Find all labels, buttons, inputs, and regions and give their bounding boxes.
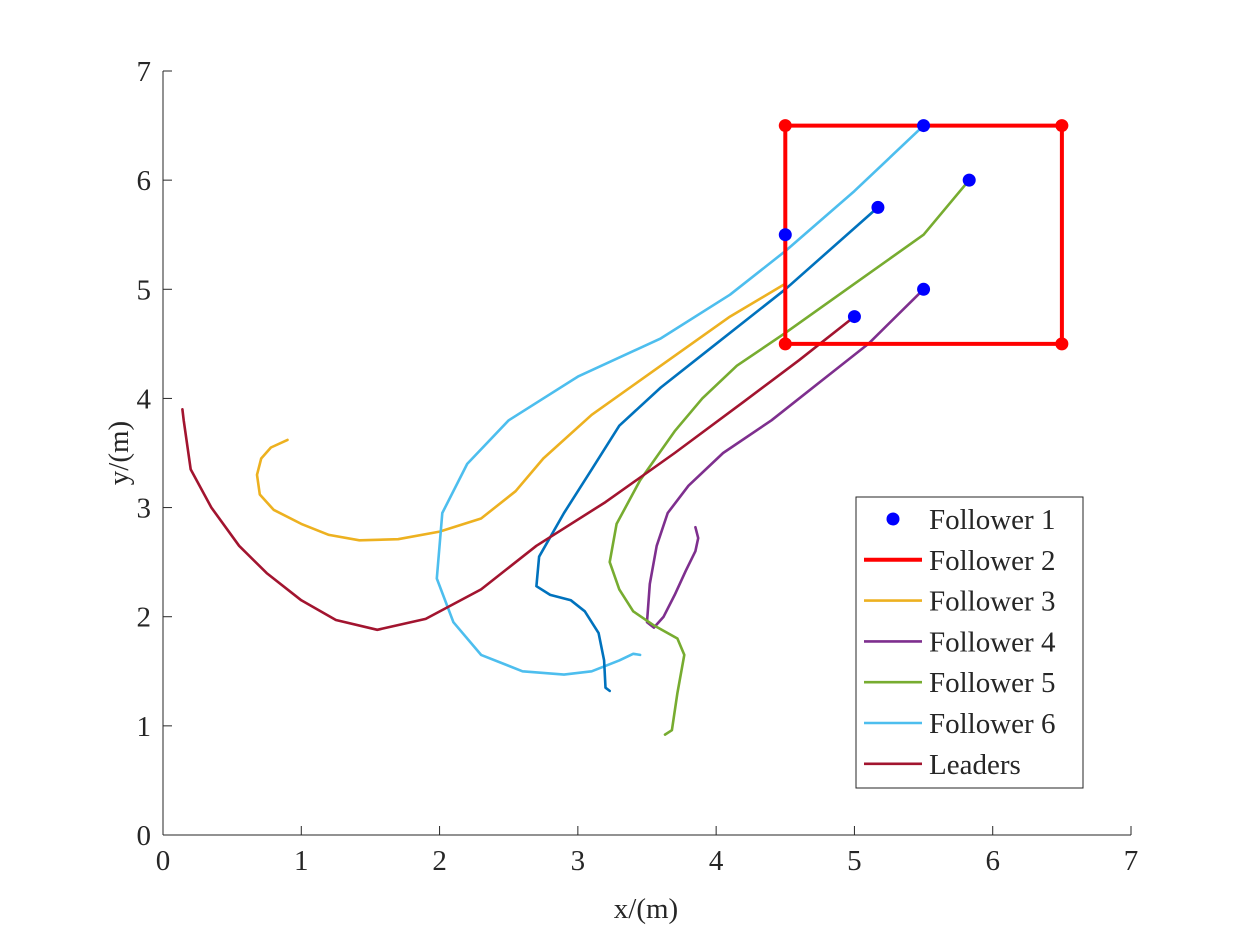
legend-marker	[886, 512, 900, 526]
y-tick-label: 1	[137, 711, 152, 743]
x-tick-label: 5	[847, 845, 862, 877]
legend-item-follower-4: Follower 4	[864, 626, 1056, 658]
follower-1-point	[871, 200, 885, 214]
follower-5-line	[608, 178, 971, 736]
x-tick-label: 7	[1124, 845, 1139, 877]
follower-2-vertex	[778, 337, 792, 351]
x-tick-label: 6	[985, 845, 1000, 877]
follower-1-path-line	[535, 206, 880, 693]
axes: 0 1 2 3 4 5 6 7 0 1 2 3 4 5 6 7	[137, 56, 1139, 877]
x-tick-label: 2	[432, 845, 447, 877]
follower-2-vertex	[778, 119, 792, 133]
x-tick-label: 4	[709, 845, 724, 877]
y-tick-label: 0	[137, 820, 152, 852]
follower-6-line	[435, 124, 925, 676]
x-tick-label: 1	[294, 845, 309, 877]
y-tick-label: 3	[137, 493, 152, 525]
y-tick-label: 2	[137, 602, 152, 634]
legend-item-follower-6: Follower 6	[864, 708, 1055, 740]
follower-1-point	[917, 119, 931, 133]
follower-2-vertex	[1055, 337, 1069, 351]
legend-label: Follower 1	[929, 504, 1055, 536]
legend-item-follower-1: Follower 1	[886, 504, 1055, 536]
follower-1-point	[917, 282, 931, 296]
legend-item-follower-5: Follower 5	[864, 667, 1055, 699]
x-axis-label: x/(m)	[614, 893, 678, 925]
x-tick-label: 0	[156, 845, 171, 877]
legend-label: Follower 2	[929, 545, 1055, 577]
y-axis-label: y/(m)	[103, 421, 135, 485]
follower-3-line	[255, 233, 787, 542]
legend-label: Follower 5	[929, 667, 1055, 699]
legend-label: Follower 4	[929, 626, 1056, 658]
follower-1-point	[847, 310, 861, 324]
series-group	[181, 119, 1069, 736]
y-tick-label: 5	[137, 274, 152, 306]
follower-1-point	[962, 173, 976, 187]
y-tick-label: 4	[137, 383, 152, 415]
legend-label: Leaders	[929, 749, 1021, 781]
legend: Follower 1 Follower 2 Follower 3 Follower 4…	[855, 496, 1084, 789]
y-tick-label: 6	[137, 165, 152, 197]
follower-1-point	[778, 228, 792, 242]
y-tick-label: 7	[137, 56, 152, 88]
legend-item-follower-2: Follower 2	[864, 545, 1055, 577]
legend-item-follower-3: Follower 3	[864, 586, 1055, 618]
x-tick-label: 3	[571, 845, 586, 877]
legend-label: Follower 3	[929, 586, 1055, 618]
leaders-line	[181, 315, 856, 632]
follower-4-line	[645, 288, 925, 629]
legend-label: Follower 6	[929, 708, 1055, 740]
legend-item-leaders: Leaders	[864, 749, 1021, 781]
follower-2-vertex	[1055, 119, 1069, 133]
